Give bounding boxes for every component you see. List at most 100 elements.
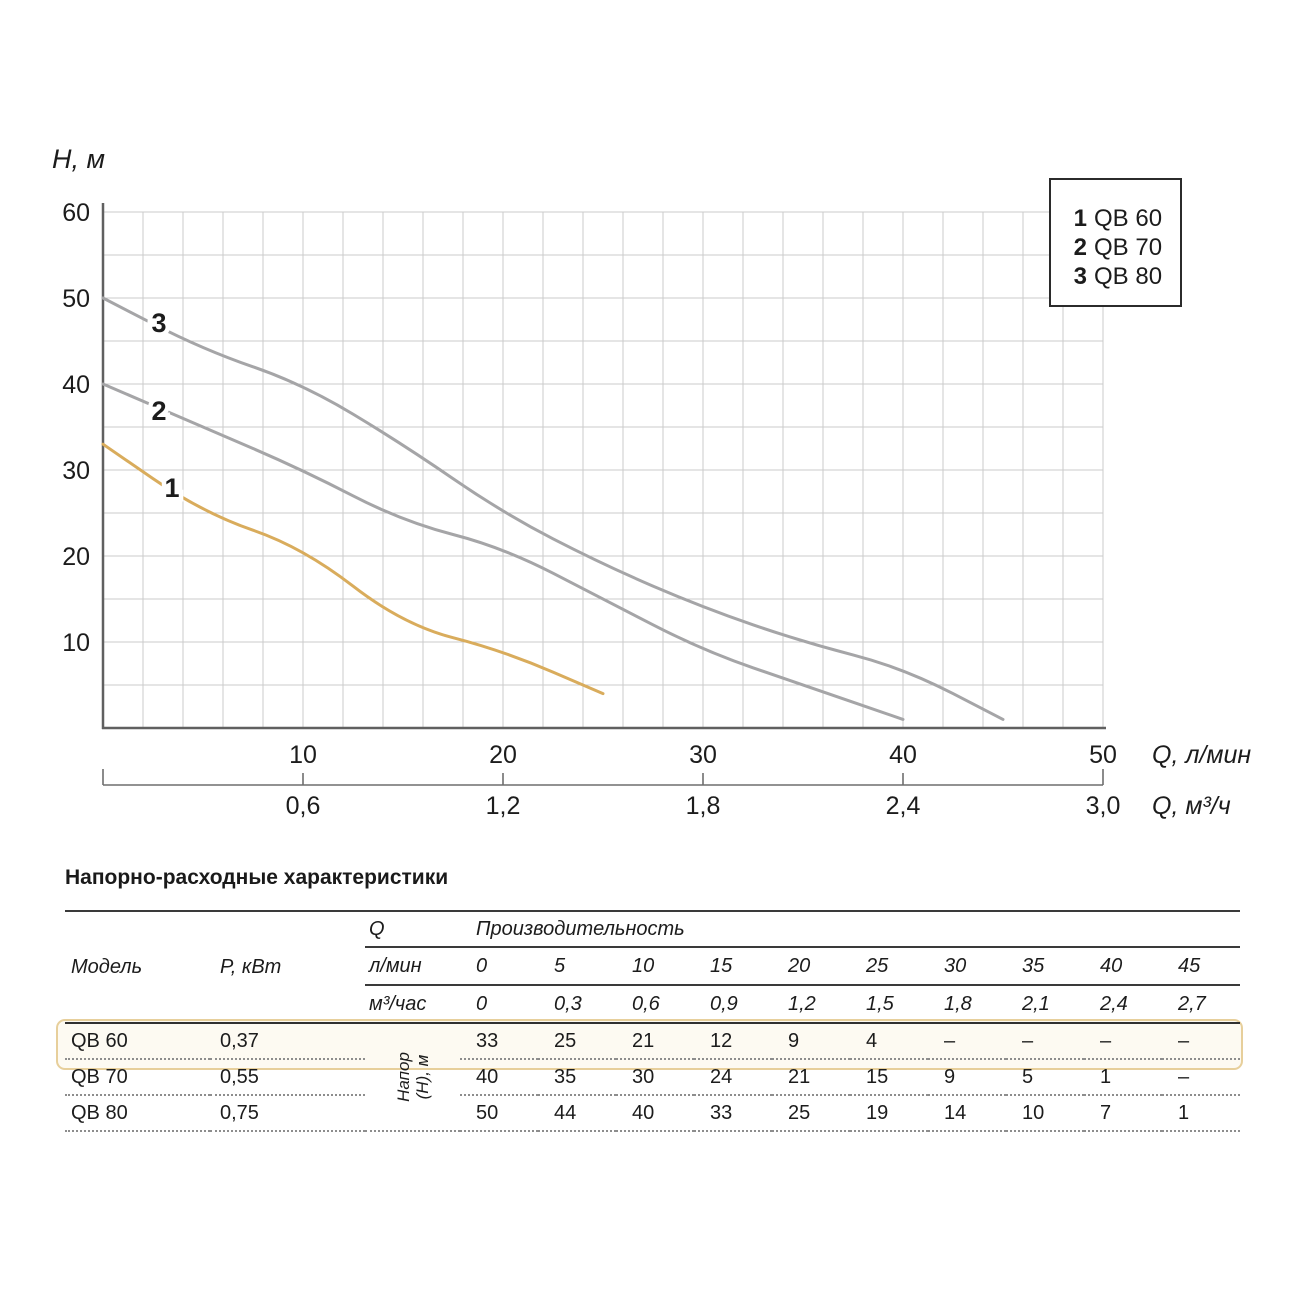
- model-cell: QB 80: [65, 1095, 210, 1132]
- secondary-axis: [102, 769, 1104, 786]
- head-units-cell: Напор (H), м: [365, 1023, 460, 1132]
- y-tick-label: 60: [62, 199, 90, 227]
- flow-lmin-cell: 25: [850, 947, 928, 986]
- flow-m3h-cell: 0,9: [694, 985, 772, 1024]
- y-tick-label: 30: [62, 457, 90, 485]
- y-tick-label: 40: [62, 371, 90, 399]
- col-header-model: Модель: [65, 911, 210, 1024]
- x-tick-label-m3h: 0,6: [286, 792, 321, 820]
- col-header-q: Q: [365, 911, 460, 948]
- legend-num-2: 2: [1074, 234, 1087, 261]
- x-tick-label-m3h: 2,4: [886, 792, 921, 820]
- flow-m3h-cell: 1,2: [772, 985, 850, 1024]
- head-units-rotated-label: Напор (H), м: [393, 1052, 432, 1102]
- value-cell: 25: [538, 1023, 616, 1060]
- flow-m3h-cell: 0,6: [616, 985, 694, 1024]
- flow-lmin-cell: 30: [928, 947, 1006, 986]
- x-tick-label-m3h: 1,2: [486, 792, 521, 820]
- value-cell: 10: [1006, 1095, 1084, 1132]
- value-cell: 1: [1162, 1095, 1240, 1132]
- x-tick-label-m3h: 3,0: [1086, 792, 1121, 820]
- flow-m3h-cell: 1,5: [850, 985, 928, 1024]
- legend-label-qb80: QB 80: [1094, 263, 1162, 290]
- x-tick-label-lmin: 40: [889, 741, 917, 769]
- legend-label-qb60: QB 60: [1094, 205, 1162, 232]
- flow-lmin-cell: 0: [460, 947, 538, 986]
- chart-grid: [102, 211, 1104, 729]
- value-cell: 5: [1006, 1059, 1084, 1096]
- value-cell: 33: [460, 1023, 538, 1060]
- chart-axes: [101, 203, 1106, 730]
- value-cell: 12: [694, 1023, 772, 1060]
- value-cell: 25: [772, 1095, 850, 1132]
- value-cell: –: [1084, 1023, 1162, 1060]
- table-title: Напорно-расходные характеристики: [65, 866, 449, 889]
- flow-m3h-cell: 1,8: [928, 985, 1006, 1024]
- row-header-lmin: л/мин: [365, 947, 460, 986]
- model-cell: QB 70: [65, 1059, 210, 1096]
- legend-label-qb70: QB 70: [1094, 234, 1162, 261]
- pump-curves-chart: 123 60 50 40 30 20 10 10 20 30 40 50 0,6 1,2 1,8 2,4 3,…: [52, 144, 1251, 820]
- characteristics-table: Модель P, кВт Q Производительность л/мин…: [65, 910, 1240, 1132]
- x-tick-label-m3h: 1,8: [686, 792, 721, 820]
- flow-lmin-cell: 20: [772, 947, 850, 986]
- table-wrap: Модель P, кВт Q Производительность л/мин…: [65, 910, 1240, 1132]
- x-axis-label-lmin: Q, л/мин: [1152, 741, 1251, 769]
- value-cell: 50: [460, 1095, 538, 1132]
- table-row-qb70: QB 70 0,55 40 35 30 24 21 15 9 5 1–: [65, 1059, 1240, 1096]
- table-row-qb60: QB 60 0,37 Напор (H), м 33 25 21 12 9 4– – – –: [65, 1023, 1240, 1132]
- chart-tick-labels: 60 50 40 30 20 10 10 20 30 40 50 0,6 1,2 1,8 2,4 3,0: [62, 199, 1120, 820]
- flow-m3h-cell: 2,7: [1162, 985, 1240, 1024]
- value-cell: 7: [1084, 1095, 1162, 1132]
- x-tick-label-lmin: 10: [289, 741, 317, 769]
- y-axis-label: H, м: [52, 144, 105, 174]
- flow-lmin-cell: 45: [1162, 947, 1240, 986]
- x-axis-label-m3h: Q, м³/ч: [1152, 792, 1231, 820]
- flow-m3h-cell: 0: [460, 985, 538, 1024]
- flow-lmin-cell: 35: [1006, 947, 1084, 986]
- col-header-productivity: Производительность: [460, 911, 1240, 948]
- legend-num-1: 1: [1074, 205, 1087, 232]
- flow-m3h-cell: 0,3: [538, 985, 616, 1024]
- flow-m3h-cell: 2,1: [1006, 985, 1084, 1024]
- value-cell: 14: [928, 1095, 1006, 1132]
- chart-legend: 1 QB 60 2 QB 70 3 QB 80: [1049, 178, 1182, 307]
- x-tick-label-lmin: 50: [1089, 741, 1117, 769]
- value-cell: 15: [850, 1059, 928, 1096]
- value-cell: –: [1162, 1059, 1240, 1096]
- value-cell: 21: [616, 1023, 694, 1060]
- y-tick-label: 20: [62, 543, 90, 571]
- chart-curves: 1 2 3: [101, 296, 1005, 721]
- col-header-power: P, кВт: [210, 911, 365, 1024]
- value-cell: 40: [616, 1095, 694, 1132]
- value-cell: 4: [850, 1023, 928, 1060]
- curve-qb70: [101, 382, 905, 721]
- value-cell: 1: [1084, 1059, 1162, 1096]
- value-cell: 9: [772, 1023, 850, 1060]
- value-cell: 40: [460, 1059, 538, 1096]
- value-cell: 33: [694, 1095, 772, 1132]
- value-cell: 21: [772, 1059, 850, 1096]
- x-tick-label-lmin: 30: [689, 741, 717, 769]
- flow-lmin-cell: 40: [1084, 947, 1162, 986]
- legend-box: [1049, 178, 1182, 307]
- curve-qb60: [101, 442, 605, 696]
- power-cell: 0,75: [210, 1095, 365, 1132]
- curve-label-2: 2: [151, 396, 166, 426]
- y-tick-label: 10: [62, 629, 90, 657]
- power-cell: 0,55: [210, 1059, 365, 1096]
- y-tick-label: 50: [62, 285, 90, 313]
- value-cell: 30: [616, 1059, 694, 1096]
- row-header-m3h: м³/час: [365, 985, 460, 1024]
- value-cell: 9: [928, 1059, 1006, 1096]
- model-cell: QB 60: [65, 1023, 210, 1060]
- value-cell: –: [1162, 1023, 1240, 1060]
- power-cell: 0,37: [210, 1023, 365, 1060]
- x-tick-label-lmin: 20: [489, 741, 517, 769]
- value-cell: 44: [538, 1095, 616, 1132]
- value-cell: –: [1006, 1023, 1084, 1060]
- flow-lmin-cell: 15: [694, 947, 772, 986]
- curve-qb80: [101, 296, 1005, 721]
- flow-lmin-cell: 10: [616, 947, 694, 986]
